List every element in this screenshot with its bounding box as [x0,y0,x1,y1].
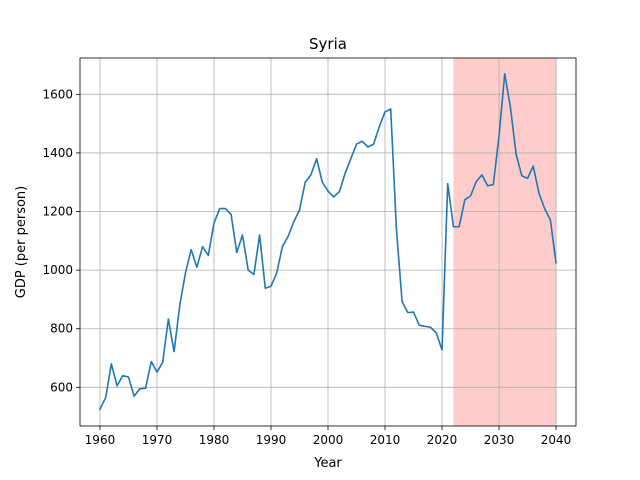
y-tick-label: 1600 [42,87,73,101]
y-tick-label: 800 [50,322,73,336]
forecast-highlight-band [453,58,557,426]
x-tick-label: 2040 [541,433,572,447]
x-tick-label: 2020 [427,433,458,447]
forecast-highlight-layer [453,58,557,426]
x-tick-label: 2030 [484,433,515,447]
y-axis-label: GDP (per person) [14,186,29,299]
y-tick-label: 1400 [42,146,73,160]
gridlines [80,58,576,426]
series-layer [98,73,557,411]
y-tick-label: 1000 [42,263,73,277]
x-axis-label: Year [313,456,342,471]
y-axis-ticks: 600 800 1000 1200 1400 1600 [42,87,80,394]
y-tick-label: 600 [50,380,73,394]
chart-title: Syria [309,35,347,53]
x-axis-ticks: 1960 1970 1980 1990 2000 2010 2020 2030 2040 [85,426,572,447]
x-tick-label: 1970 [142,433,173,447]
y-tick-label: 1200 [42,205,73,219]
x-tick-label: 2010 [370,433,401,447]
gdp-series-line [98,73,557,411]
x-tick-label: 1980 [199,433,230,447]
x-tick-label: 1990 [256,433,287,447]
x-tick-label: 2000 [313,433,344,447]
x-tick-label: 1960 [85,433,116,447]
